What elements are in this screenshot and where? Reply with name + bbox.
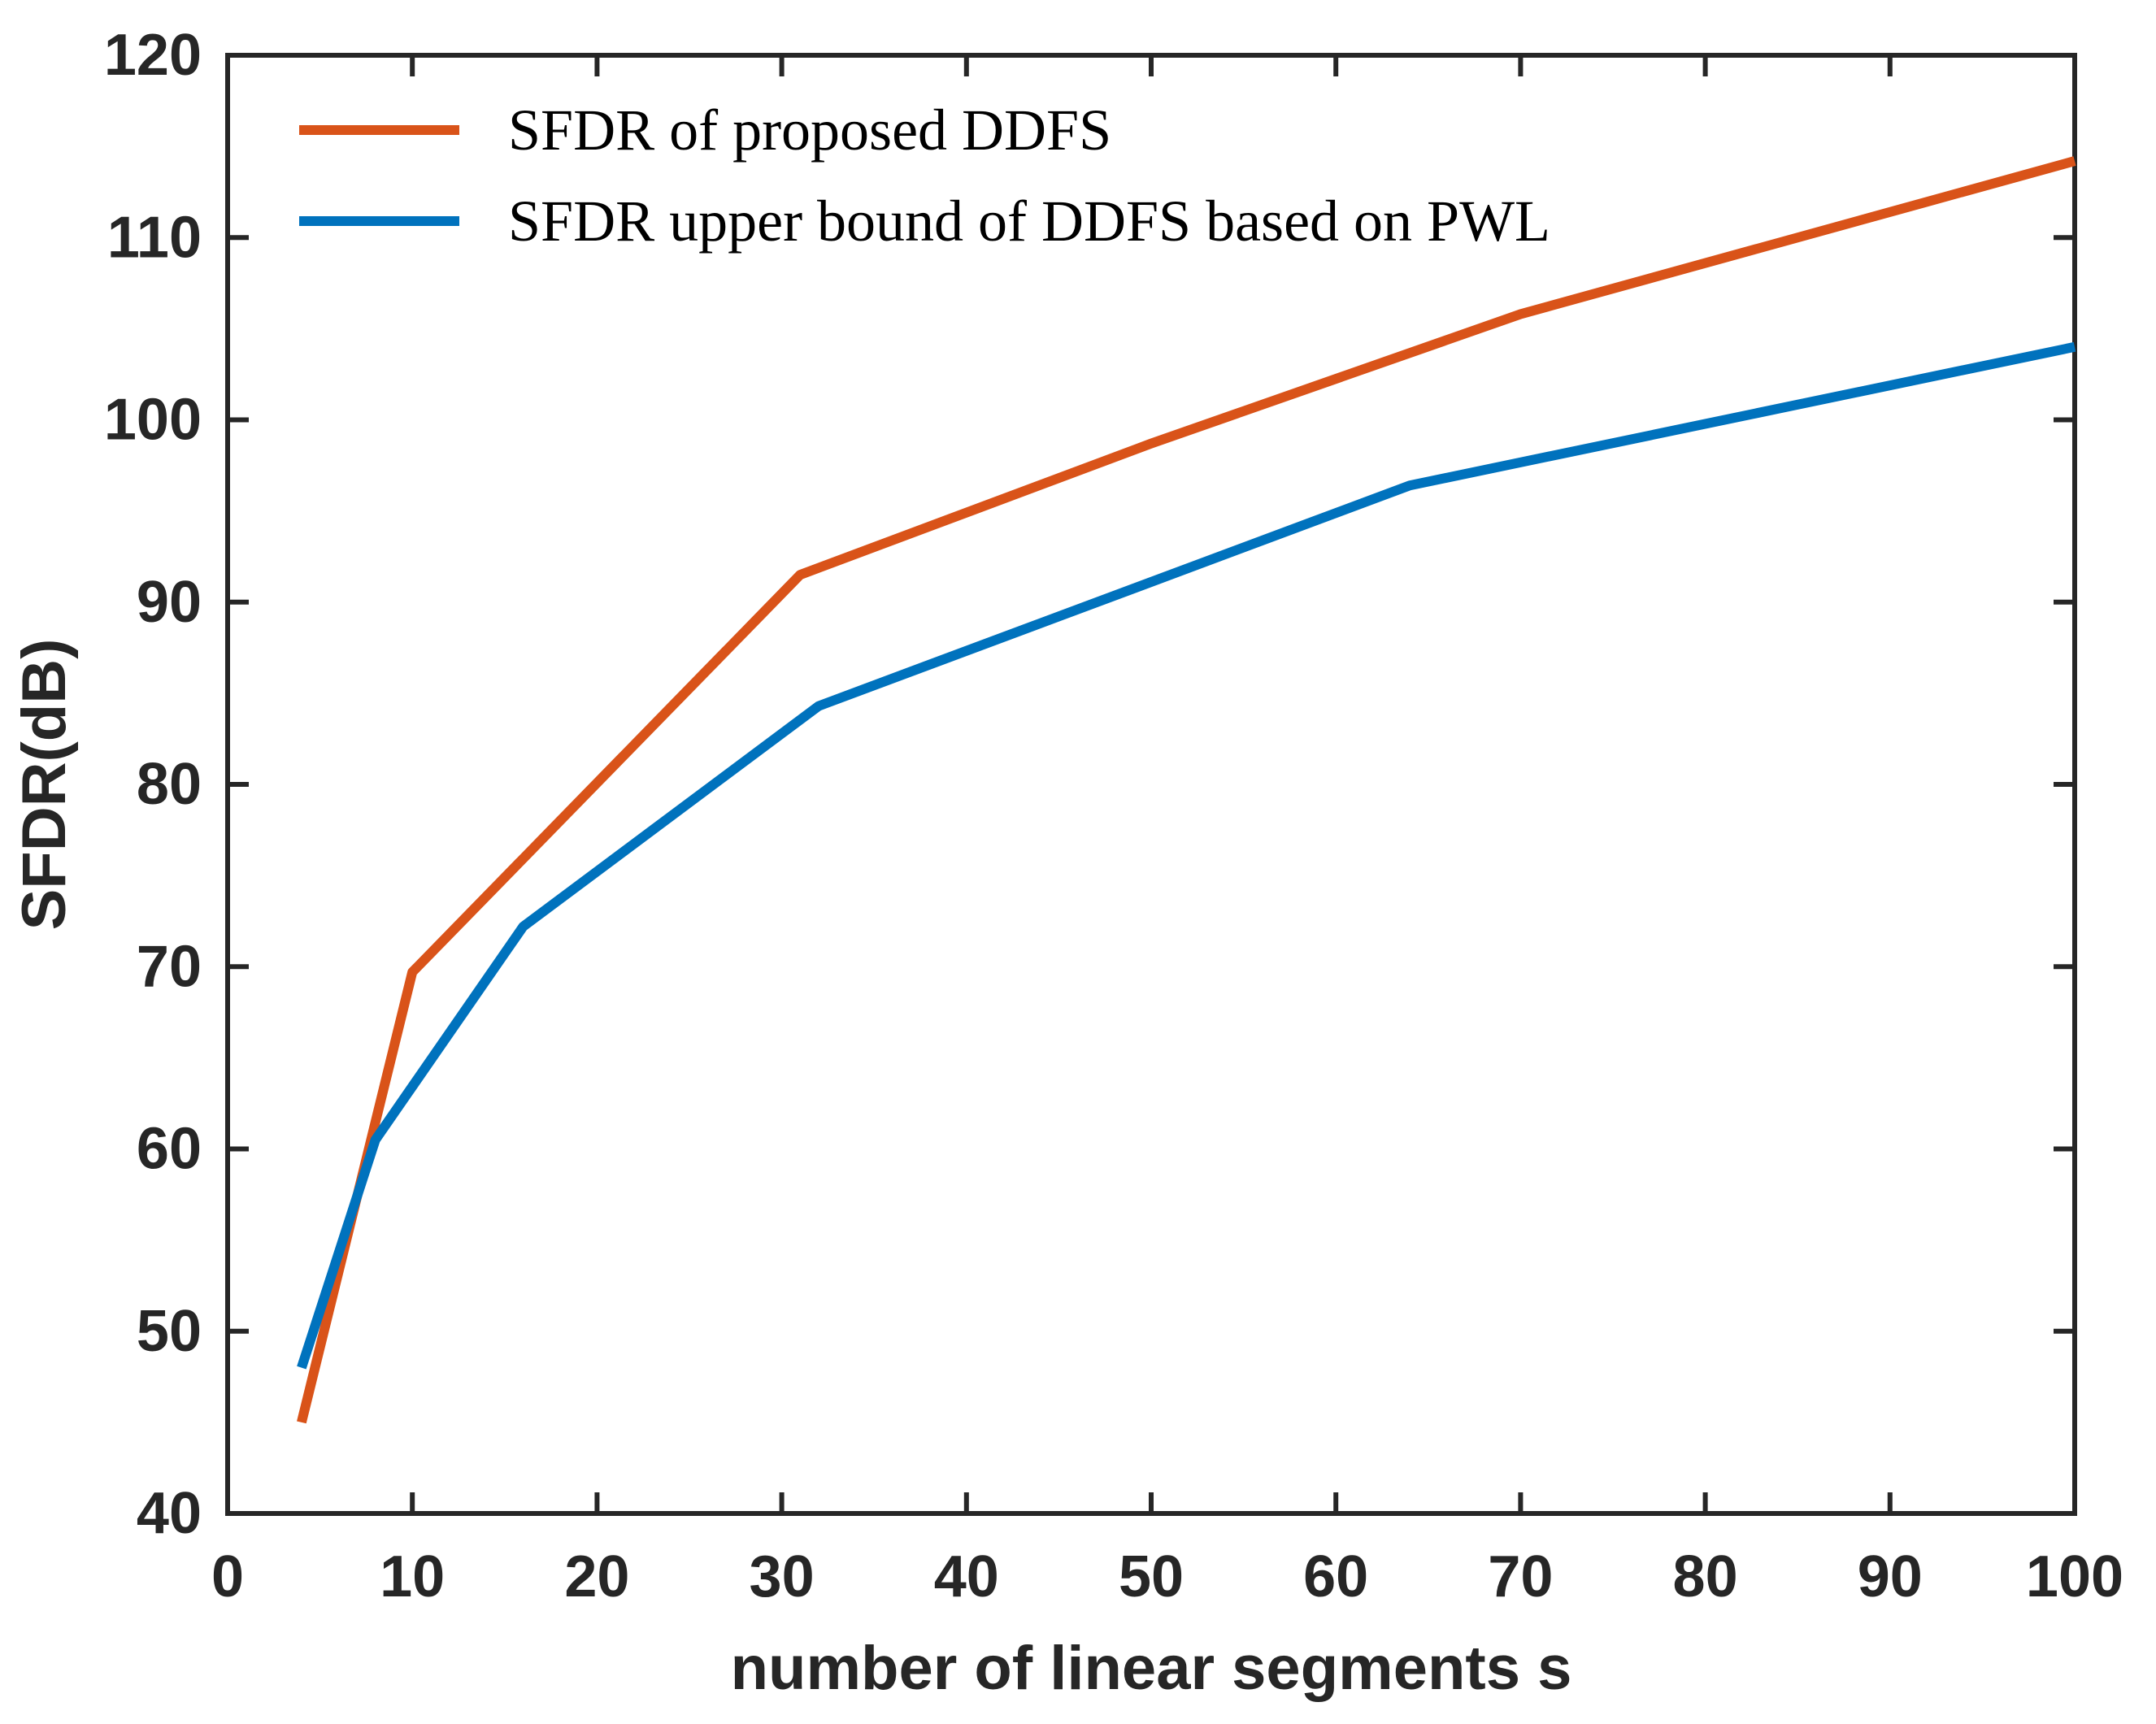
- x-tick-label: 80: [1673, 1544, 1738, 1609]
- y-tick-label: 110: [107, 205, 202, 270]
- y-tick-label: 80: [137, 752, 202, 817]
- y-tick-label: 120: [104, 23, 202, 88]
- x-tick-label: 60: [1303, 1544, 1368, 1609]
- x-tick-label: 40: [934, 1544, 999, 1609]
- y-tick-label: 90: [137, 570, 202, 635]
- y-tick-label: 100: [104, 388, 202, 453]
- series-layer: [297, 156, 2076, 1424]
- legend-label-1: SFDR upper bound of DDFS based on PWL: [508, 189, 1550, 254]
- legend-item-1: SFDR upper bound of DDFS based on PWL: [299, 189, 1550, 254]
- y-axis-label: SFDR(dB): [10, 639, 79, 931]
- y-tick-label: 60: [137, 1117, 202, 1182]
- axes-layer: 0 10 20 30 40 50 60 70 80 90 100 40 50 60 70 80 90 100 110…: [104, 23, 2123, 1609]
- legend: SFDR of proposed DDFS SFDR upper bound of…: [299, 98, 1550, 254]
- y-tick-label: 40: [137, 1481, 202, 1546]
- series-line-1: [297, 341, 2076, 1370]
- x-tick-label: 100: [2026, 1544, 2123, 1609]
- y-tick-label: 70: [137, 934, 202, 999]
- legend-item-0: SFDR of proposed DDFS: [299, 98, 1111, 163]
- x-tick-label: 10: [380, 1544, 445, 1609]
- x-tick-label: 70: [1488, 1544, 1553, 1609]
- x-tick-label: 50: [1119, 1544, 1184, 1609]
- y-tick-label: 50: [137, 1299, 202, 1364]
- x-tick-label: 30: [750, 1544, 815, 1609]
- x-axis-label: number of linear segments s: [731, 1634, 1572, 1703]
- legend-label-0: SFDR of proposed DDFS: [508, 98, 1111, 163]
- x-tick-label: 20: [564, 1544, 629, 1609]
- x-tick-label: 0: [211, 1544, 244, 1609]
- x-tick-label: 90: [1858, 1544, 1923, 1609]
- axis-box: [225, 53, 2077, 1516]
- series-line-0: [297, 156, 2076, 1424]
